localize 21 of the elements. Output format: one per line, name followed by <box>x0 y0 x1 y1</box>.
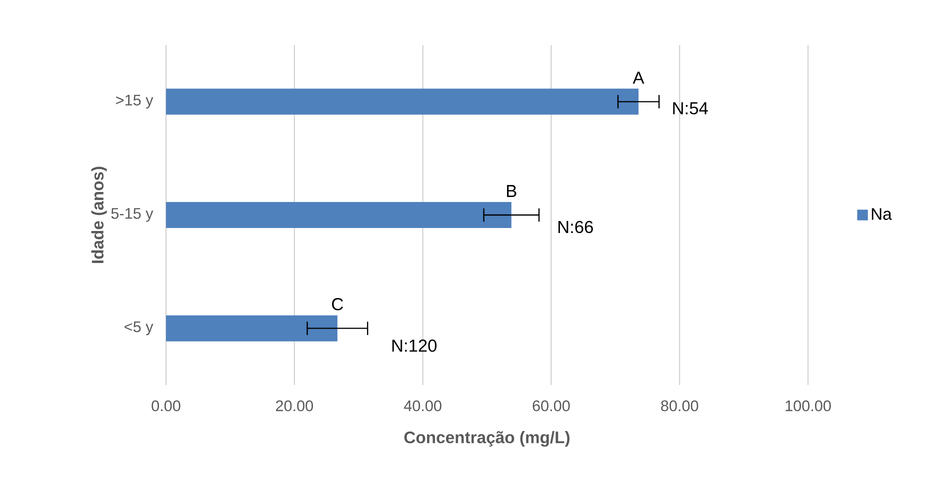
annotation: N:120 <box>392 340 437 352</box>
x-axis-title: Concentração (mg/L) <box>404 431 570 447</box>
annotation: N:66 <box>558 220 593 234</box>
x-tick-label: 60.00 <box>532 400 570 412</box>
legend-label: Na <box>872 208 892 220</box>
x-tick-label: 0.00 <box>152 400 180 412</box>
bar <box>166 202 512 228</box>
annotation: C <box>332 298 344 310</box>
x-tick-label: 100.00 <box>786 400 831 412</box>
y-tick-label: >15 y <box>116 94 154 109</box>
x-tick-label: 80.00 <box>661 400 698 412</box>
x-tick-label: 20.00 <box>276 400 313 412</box>
annotation: N:54 <box>673 102 708 114</box>
bar <box>166 88 639 115</box>
y-tick-label: 5-15 y <box>111 208 154 222</box>
x-tick-label: 40.00 <box>404 400 442 412</box>
y-axis-title: Idade (anos) <box>91 166 107 263</box>
annotation: B <box>507 185 516 197</box>
bar <box>166 315 338 342</box>
annotation: A <box>632 72 644 84</box>
y-tick-label: <5 y <box>124 321 154 336</box>
